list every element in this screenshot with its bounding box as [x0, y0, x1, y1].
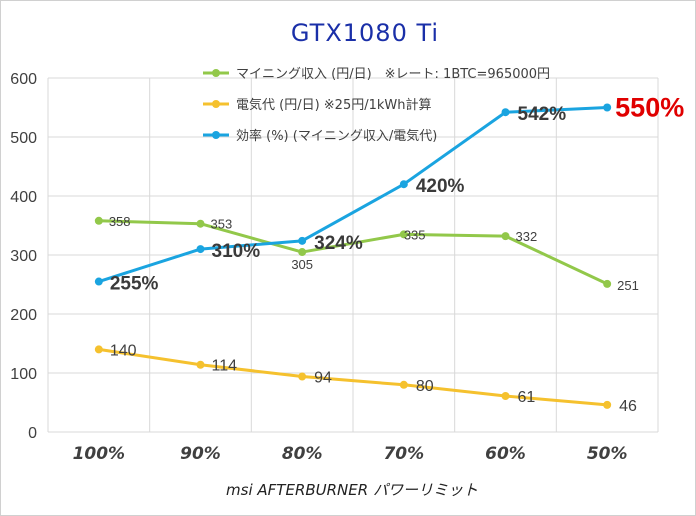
y-tick-label: 400	[10, 189, 37, 206]
x-tick-label: 80%	[282, 444, 323, 464]
data-point	[94, 216, 103, 225]
series-line	[98, 219, 608, 286]
data-point	[501, 392, 510, 401]
data-point	[603, 400, 612, 409]
data-label: 46	[619, 398, 637, 415]
data-point	[603, 103, 612, 112]
data-label: 358	[109, 214, 131, 229]
data-label: 332	[516, 229, 538, 244]
x-axis-ticks: 100% 90% 80% 70% 60% 50%	[73, 444, 628, 464]
data-point	[298, 372, 307, 381]
series-line	[98, 106, 608, 283]
x-axis-label: msi AFTERBURNER パワーリミット	[226, 481, 478, 499]
series-1: 140 114 94 80 61 46	[94, 342, 637, 415]
y-tick-label: 100	[10, 366, 37, 383]
y-tick-label: 600	[10, 71, 37, 88]
series-0: 358 353 305 335 332 251	[94, 214, 639, 293]
data-label: 251	[617, 278, 639, 293]
data-point	[298, 236, 307, 245]
data-point	[501, 108, 510, 117]
y-axis-ticks: 0 100 200 300 400 500 600	[10, 71, 37, 442]
chart-title: GTX1080 Ti	[291, 19, 439, 47]
data-label: 80	[416, 378, 434, 395]
data-label: 324%	[314, 233, 363, 254]
data-label: 94	[314, 370, 332, 387]
data-label: 420%	[416, 176, 465, 197]
data-label: 335	[404, 227, 426, 242]
legend-entry: 電気代 (円/日) ※25円/1kWh計算	[236, 97, 432, 113]
data-point	[94, 345, 103, 354]
data-label: 305	[291, 257, 313, 272]
data-point	[399, 230, 408, 239]
data-label: 255%	[110, 274, 159, 295]
x-tick-label: 50%	[587, 444, 628, 464]
gridlines	[47, 77, 659, 433]
data-label: 114	[212, 358, 238, 375]
data-point	[196, 360, 205, 369]
data-label: 310%	[212, 241, 261, 262]
series-group: 358 353 305 335 332 251 140 114 94 80 61 46 255% 310%…	[94, 93, 684, 415]
data-point	[501, 232, 510, 241]
legend-marker	[212, 131, 220, 139]
legend-entry: 効率 (%) (マイニング収入/電気代)	[236, 128, 437, 144]
series-2: 255% 310% 324% 420% 542% 550%	[94, 93, 684, 295]
legend-entry: マイニング収入 (円/日) ※レート: 1BTC=965000円	[236, 67, 550, 82]
data-label: 61	[518, 389, 536, 406]
data-point	[399, 380, 408, 389]
data-label: 140	[110, 342, 137, 359]
legend-marker	[212, 100, 220, 108]
data-point	[399, 180, 408, 189]
x-tick-label: 60%	[485, 444, 526, 464]
data-point	[196, 219, 205, 228]
series-line	[98, 347, 608, 407]
data-label: 542%	[518, 104, 567, 125]
x-tick-label: 100%	[73, 444, 126, 464]
x-tick-label: 70%	[383, 444, 424, 464]
data-label: 353	[211, 217, 233, 232]
data-point	[196, 245, 205, 254]
y-tick-label: 200	[10, 307, 37, 324]
legend-marker	[212, 69, 220, 77]
data-label: 550%	[615, 93, 684, 123]
data-point	[298, 248, 307, 257]
data-point	[94, 277, 103, 286]
x-tick-label: 90%	[180, 444, 221, 464]
y-tick-label: 0	[28, 425, 37, 442]
y-tick-label: 500	[10, 130, 37, 147]
y-tick-label: 300	[10, 248, 37, 265]
data-point	[603, 279, 612, 288]
